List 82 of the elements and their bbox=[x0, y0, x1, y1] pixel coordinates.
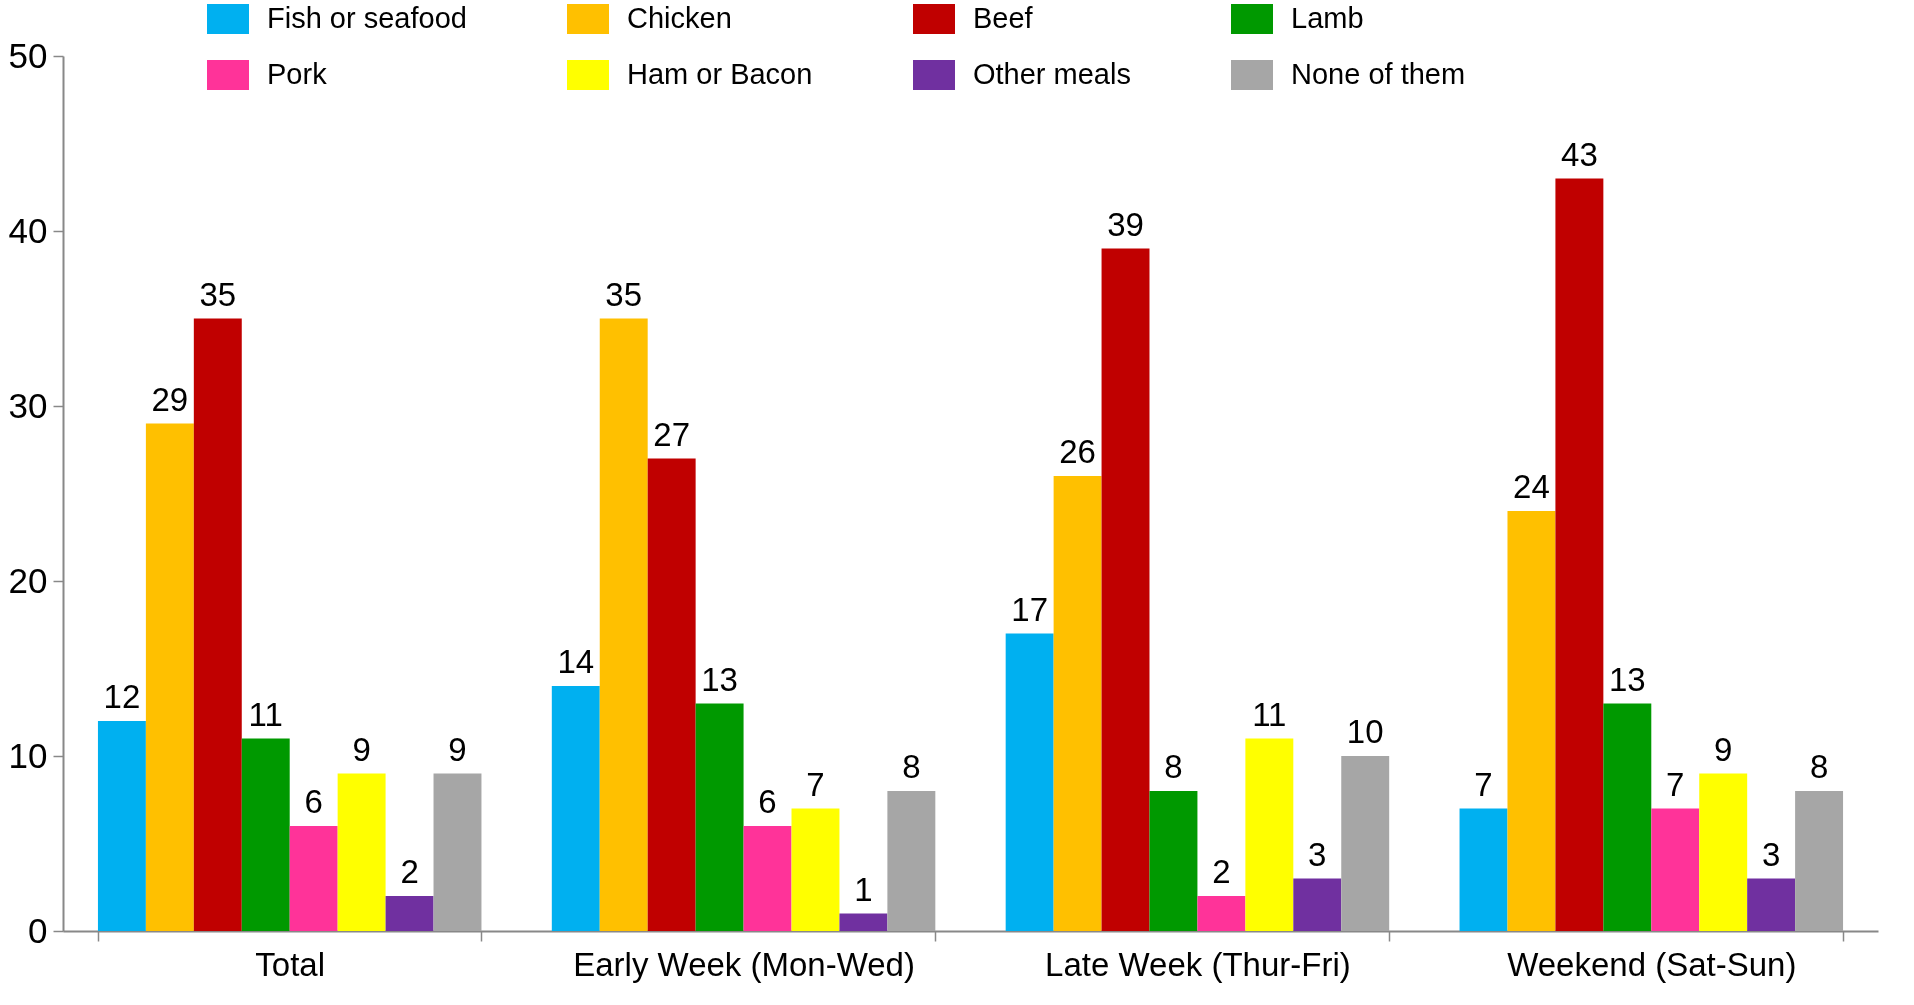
data-label: 43 bbox=[1561, 135, 1598, 173]
data-label: 8 bbox=[1164, 748, 1183, 785]
data-label: 9 bbox=[1714, 730, 1733, 768]
x-tick-label: Early Week (Mon-Wed) bbox=[573, 945, 915, 983]
bar bbox=[743, 826, 792, 931]
bar bbox=[1603, 703, 1652, 931]
data-label: 13 bbox=[1608, 660, 1646, 698]
bar bbox=[1197, 896, 1246, 931]
y-tick-label: 50 bbox=[8, 35, 48, 75]
bar bbox=[791, 808, 840, 931]
bar bbox=[1747, 878, 1796, 931]
data-label: 35 bbox=[199, 275, 237, 313]
data-label: 2 bbox=[400, 853, 419, 890]
data-label: 7 bbox=[1474, 765, 1493, 803]
bar bbox=[1101, 248, 1150, 931]
bar bbox=[1053, 476, 1102, 931]
bar bbox=[1651, 808, 1700, 931]
y-tick-label: 30 bbox=[8, 385, 48, 425]
y-tick-label: 20 bbox=[8, 560, 48, 600]
y-tick-label: 0 bbox=[28, 910, 48, 950]
bar bbox=[241, 738, 290, 931]
legend-label: Chicken bbox=[627, 2, 732, 34]
bar bbox=[839, 913, 888, 931]
data-label: 27 bbox=[653, 415, 691, 453]
bar bbox=[97, 721, 146, 931]
bar bbox=[599, 318, 648, 931]
y-tick-label: 10 bbox=[8, 735, 48, 775]
bar bbox=[1341, 756, 1390, 931]
data-label: 6 bbox=[758, 783, 777, 820]
data-label: 11 bbox=[248, 695, 283, 733]
bar bbox=[1459, 808, 1508, 931]
x-tick-label: Total bbox=[255, 945, 326, 983]
data-label: 13 bbox=[701, 660, 738, 698]
bar bbox=[1149, 791, 1198, 931]
data-label: 9 bbox=[448, 730, 467, 768]
x-tick-label: Late Week (Thur-Fri) bbox=[1045, 945, 1351, 983]
data-label: 17 bbox=[1011, 590, 1048, 628]
bar bbox=[289, 826, 338, 931]
data-label: 6 bbox=[304, 783, 323, 820]
bar bbox=[193, 318, 242, 931]
data-label: 1 bbox=[854, 870, 873, 908]
data-label: 8 bbox=[902, 748, 921, 785]
data-label: 3 bbox=[1308, 835, 1327, 873]
data-label: 7 bbox=[806, 765, 825, 803]
bar bbox=[1507, 511, 1556, 931]
bar bbox=[337, 773, 386, 931]
data-label: 24 bbox=[1513, 468, 1550, 505]
bar bbox=[433, 773, 482, 931]
legend-label: Lamb bbox=[1291, 2, 1364, 34]
data-label: 2 bbox=[1212, 853, 1231, 890]
data-label: 10 bbox=[1346, 713, 1384, 750]
bar bbox=[145, 423, 194, 931]
data-label: 11 bbox=[1252, 695, 1287, 733]
bar bbox=[887, 791, 936, 931]
legend-label: Pork bbox=[267, 58, 328, 90]
data-label: 3 bbox=[1761, 835, 1781, 873]
bar bbox=[1005, 633, 1054, 931]
y-tick-label: 40 bbox=[8, 210, 48, 250]
legend-label: Ham or Bacon bbox=[627, 58, 813, 90]
bar bbox=[695, 703, 744, 931]
data-label: 29 bbox=[151, 380, 189, 418]
legend-label: None of them bbox=[1291, 58, 1466, 90]
data-label: 35 bbox=[605, 275, 643, 313]
bar bbox=[1795, 791, 1844, 931]
data-label: 39 bbox=[1107, 205, 1144, 243]
bar bbox=[1555, 178, 1604, 931]
legend-label: Fish or seafood bbox=[267, 2, 467, 34]
legend-label: Beef bbox=[973, 2, 1034, 34]
bar bbox=[551, 686, 600, 931]
x-tick-label: Weekend (Sat-Sun) bbox=[1507, 945, 1797, 983]
data-label: 9 bbox=[352, 730, 371, 768]
bar bbox=[385, 896, 434, 931]
bar bbox=[1245, 738, 1294, 931]
legend-label: Other meals bbox=[973, 58, 1131, 90]
data-label: 8 bbox=[1809, 748, 1829, 785]
bar bbox=[1699, 773, 1748, 931]
data-label: 7 bbox=[1666, 765, 1685, 803]
data-label: 26 bbox=[1059, 433, 1096, 470]
data-label: 14 bbox=[557, 643, 595, 680]
bar bbox=[647, 458, 696, 931]
bar bbox=[1293, 878, 1342, 931]
data-label: 12 bbox=[103, 678, 141, 715]
